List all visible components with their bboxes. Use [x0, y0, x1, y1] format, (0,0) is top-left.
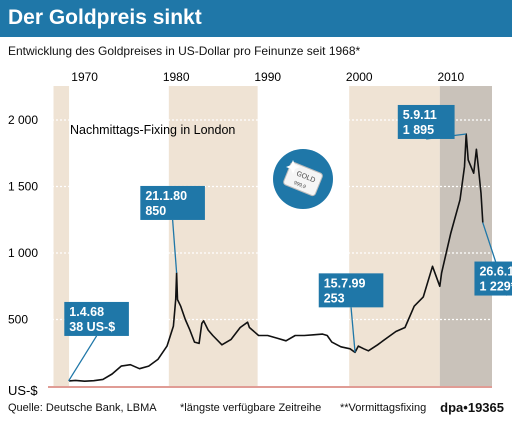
footnote-morning: **Vormittagsfixing [340, 402, 427, 414]
decade-band [53, 86, 70, 386]
annotation-box [318, 273, 384, 308]
x-tick-label: 1970 [71, 70, 98, 84]
y-tick-label: 500 [8, 313, 28, 327]
x-tick-label: 2010 [437, 70, 464, 84]
annotation-value: 1 895 [403, 123, 434, 137]
dpa-credit: dpa•19365 [440, 400, 504, 415]
source-note: Quelle: Deutsche Bank, LBMA [8, 402, 157, 414]
page-title: Der Goldpreis sinkt [8, 6, 202, 29]
annotation-date: 21.1.80 [145, 189, 187, 203]
gold-bar-subtext: 999,9 [293, 180, 307, 190]
annotation-box [397, 104, 455, 139]
annotation-date: 26.6.13 [479, 265, 512, 279]
title-bar: Der Goldpreis sinkt [0, 0, 512, 37]
x-tick-label: 1990 [254, 70, 281, 84]
annotation-leader [350, 307, 356, 353]
gold-price-line [69, 133, 484, 382]
chart-subtitle: Entwicklung des Goldpreises in US-Dollar… [8, 44, 361, 58]
annotation-date: 5.9.11 [403, 108, 437, 122]
footnote-longest: *längste verfügbare Zeitreihe [180, 402, 322, 414]
annotation-box [64, 301, 129, 336]
annotation-value: 850 [145, 204, 166, 218]
annotation-value: 38 US-$ [69, 320, 115, 334]
gold-bar-icon: GOLD 999,9 [273, 149, 333, 209]
y-tick-label: 1 000 [8, 246, 38, 260]
x-tick-label: 1980 [163, 70, 190, 84]
annotation-value: 253 [324, 291, 345, 305]
y-tick-label: 1 500 [8, 180, 38, 194]
annotation-leader [68, 335, 98, 382]
y-tick-label: 2 000 [8, 113, 38, 127]
x-tick-label: 2000 [346, 70, 373, 84]
annotation-box [474, 261, 512, 296]
annotation-date: 1.4.68 [69, 305, 104, 319]
annotation-value: 1 229** [479, 280, 512, 294]
annotation-date: 15.7.99 [324, 276, 366, 290]
annotation-box [140, 185, 205, 220]
annotation-leader [171, 219, 178, 273]
inner-label: Nachmittags-Fixing in London [70, 123, 235, 137]
y-unit-label: US-$ [8, 383, 38, 398]
